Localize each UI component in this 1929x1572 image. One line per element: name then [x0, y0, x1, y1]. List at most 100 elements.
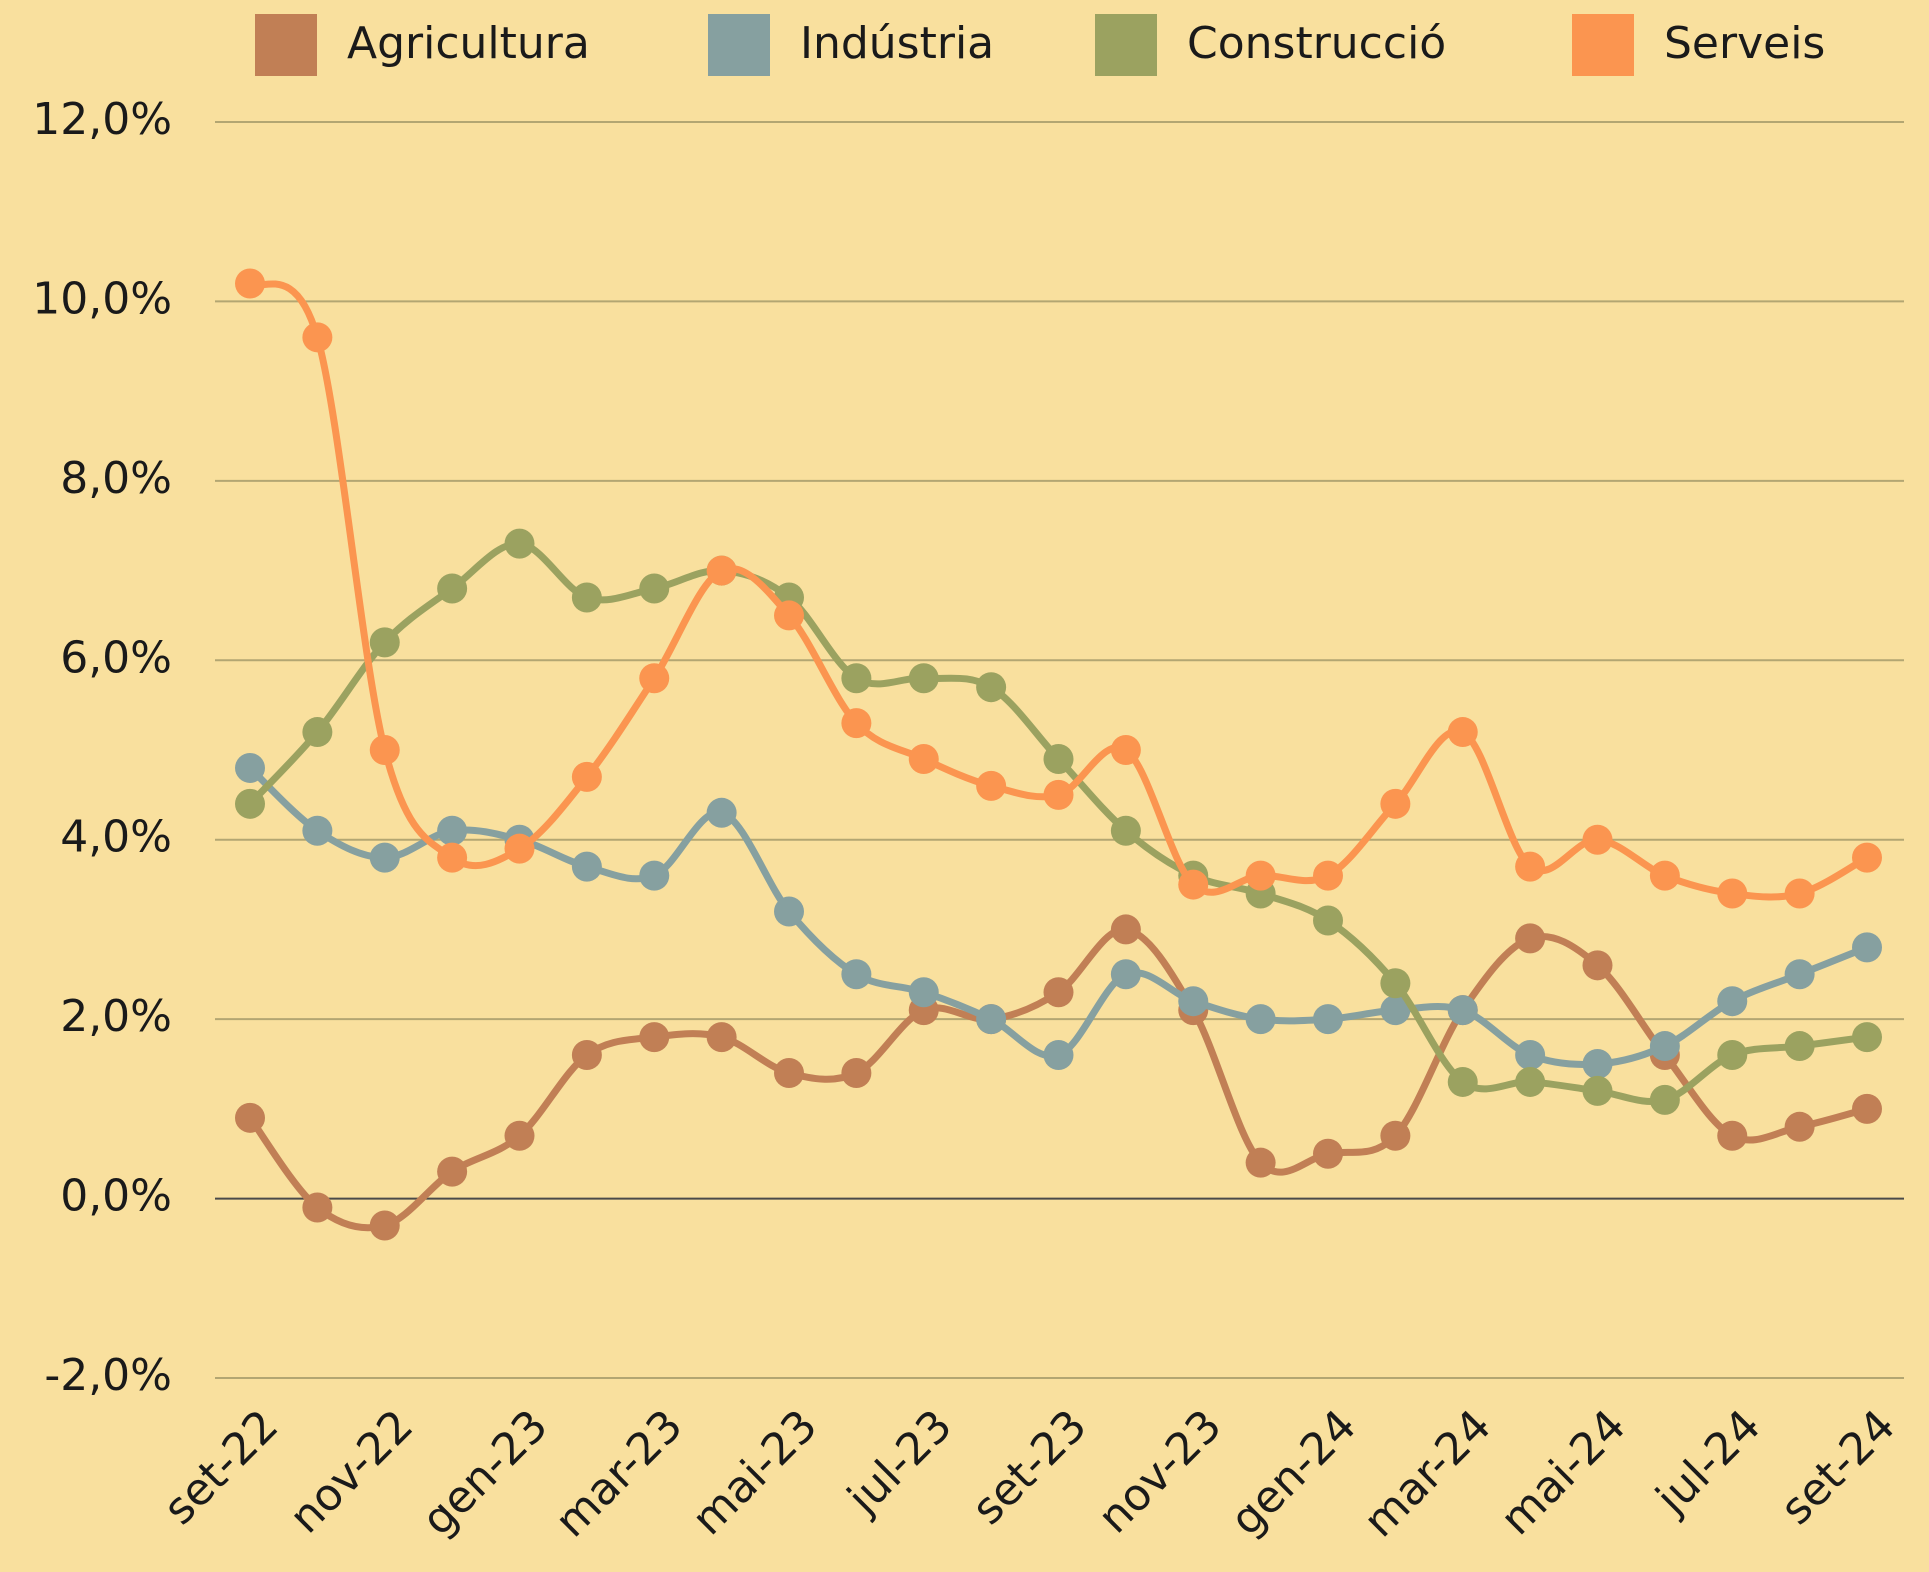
data-point — [1784, 1031, 1815, 1062]
x-tick-label: mai-23 — [682, 1400, 827, 1545]
y-tick-label: 10,0% — [32, 273, 172, 324]
x-tick-label: set-22 — [154, 1400, 288, 1534]
data-point — [437, 842, 468, 873]
y-tick-label: 12,0% — [32, 94, 172, 145]
data-point — [774, 600, 804, 631]
legend-swatch — [708, 14, 770, 76]
data-point — [1110, 735, 1141, 765]
data-point — [571, 851, 602, 882]
data-point — [1717, 1120, 1748, 1151]
data-point — [1313, 1004, 1343, 1035]
data-point — [706, 555, 737, 586]
legend-swatch — [1572, 14, 1634, 76]
data-point — [639, 1022, 670, 1053]
data-point — [1245, 1147, 1276, 1178]
x-tick-label: gen-23 — [412, 1400, 557, 1545]
data-point — [302, 717, 333, 748]
y-tick-label: 2,0% — [60, 991, 172, 1042]
series-line — [247, 540, 1868, 1106]
data-point — [841, 1057, 872, 1088]
data-point — [1043, 779, 1074, 810]
data-point — [235, 788, 265, 819]
legend-label: Serveis — [1664, 18, 1825, 69]
data-point — [1447, 717, 1478, 748]
data-point — [639, 573, 670, 604]
x-tick-label: gen-24 — [1221, 1400, 1366, 1545]
data-point — [235, 268, 265, 299]
data-point — [841, 663, 872, 694]
series — [235, 914, 1882, 1241]
y-tick-label: -2,0% — [44, 1350, 172, 1401]
data-point — [369, 627, 400, 658]
data-point — [1515, 1040, 1546, 1071]
legend-label: Indústria — [800, 18, 994, 69]
data-point — [1717, 878, 1748, 909]
data-point — [504, 833, 535, 864]
data-point — [1649, 1084, 1680, 1115]
data-point — [1313, 860, 1343, 891]
data-point — [1043, 977, 1074, 1008]
data-point — [774, 1057, 804, 1088]
data-point — [369, 735, 400, 765]
data-point — [1110, 914, 1141, 945]
data-point — [1380, 968, 1411, 999]
data-point — [1717, 986, 1748, 1017]
data-point — [437, 815, 468, 846]
data-point — [1380, 1120, 1411, 1151]
data-point — [571, 761, 602, 792]
data-point — [639, 860, 670, 891]
data-point — [639, 663, 670, 694]
data-point — [1515, 923, 1546, 954]
data-point — [1649, 860, 1680, 891]
x-tick-label: set-24 — [1771, 1400, 1905, 1534]
data-point — [1784, 878, 1815, 909]
data-point — [1852, 932, 1882, 963]
y-tick-label: 0,0% — [60, 1171, 172, 1222]
data-point — [908, 663, 939, 694]
data-point — [1852, 1022, 1882, 1053]
data-point — [1515, 851, 1546, 882]
data-point — [504, 1120, 535, 1151]
data-point — [1245, 860, 1276, 891]
data-point — [1178, 986, 1209, 1017]
x-tick-label: set-23 — [962, 1400, 1096, 1534]
data-point — [706, 797, 737, 828]
data-point — [1245, 1004, 1276, 1035]
data-point — [369, 842, 400, 873]
x-tick-label: mar-23 — [545, 1400, 692, 1547]
data-point — [1852, 842, 1882, 873]
data-point — [1515, 1066, 1546, 1097]
data-point — [235, 752, 265, 783]
data-point — [1717, 1040, 1748, 1071]
data-point — [302, 1192, 333, 1223]
x-tick-label: nov-22 — [280, 1400, 423, 1543]
data-point — [1043, 1040, 1074, 1071]
y-tick-label: 4,0% — [60, 812, 172, 863]
data-point — [437, 573, 468, 604]
data-point — [976, 672, 1007, 703]
legend-label: Construcció — [1187, 18, 1446, 69]
data-point — [774, 896, 804, 927]
legend-swatch — [1095, 14, 1157, 76]
data-point — [302, 322, 333, 353]
legend-swatch — [255, 14, 317, 76]
data-point — [1784, 959, 1815, 990]
data-point — [369, 1210, 400, 1241]
x-tick-label: jul-24 — [1646, 1400, 1771, 1525]
data-point — [1582, 824, 1613, 855]
data-point — [437, 1156, 468, 1187]
data-point — [1313, 905, 1343, 936]
data-point — [504, 528, 535, 559]
data-point — [1447, 1066, 1478, 1097]
data-point — [1582, 1049, 1613, 1079]
series-line — [247, 925, 1868, 1232]
data-point — [841, 959, 872, 990]
data-point — [1649, 1031, 1680, 1062]
data-point — [1313, 1138, 1343, 1169]
data-point — [976, 1004, 1007, 1035]
data-point — [1852, 1093, 1882, 1124]
data-point — [302, 815, 333, 846]
data-point — [1784, 1111, 1815, 1142]
data-point — [1110, 959, 1141, 990]
